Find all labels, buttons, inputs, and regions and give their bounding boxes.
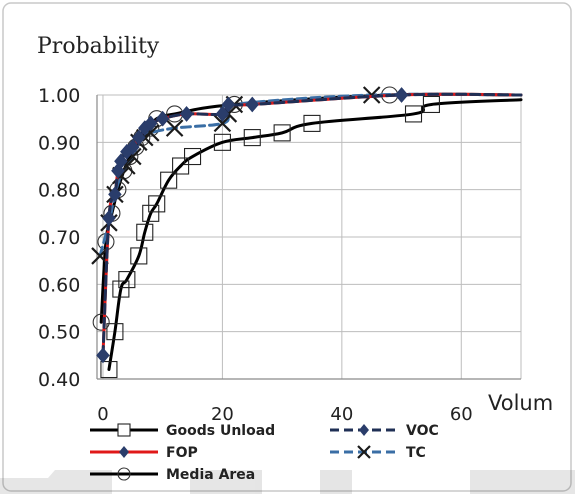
watermark-strip	[0, 470, 575, 494]
point-goods-unload	[172, 157, 190, 175]
point-goods-unload	[100, 360, 118, 379]
legend-item-fop: FOP	[90, 445, 198, 461]
y-tick-label: 0.80	[38, 180, 80, 202]
point-goods-unload	[130, 247, 148, 265]
y-tick-label: 0.70	[38, 227, 80, 249]
point-voc	[245, 96, 259, 113]
x-tick-label: 0	[97, 404, 108, 425]
point-voc	[102, 210, 116, 226]
chart-series	[91, 86, 523, 379]
point-goods-unload	[106, 323, 124, 341]
chart-title: Probability	[37, 34, 160, 59]
legend-item-voc: VOC	[330, 423, 439, 439]
point-goods-unload	[136, 223, 154, 241]
point-goods-unload	[160, 171, 178, 189]
legend-marker-voc	[359, 424, 369, 436]
point-goods-unload	[422, 95, 440, 114]
chart-legend: Goods Unload VOC FOP TC Media Area	[90, 423, 439, 483]
y-tick-label: 0.90	[38, 132, 80, 154]
legend-label-goods-unload: Goods Unload	[166, 423, 275, 439]
x-tick-label: 60	[450, 404, 473, 425]
point-goods-unload	[404, 105, 423, 123]
point-media-area	[92, 313, 110, 331]
legend-label-media-area: Media Area	[166, 467, 255, 483]
x-tick-labels: 0 20 40 60	[97, 404, 472, 425]
point-goods-unload	[118, 271, 136, 289]
series-line-goods-unload	[107, 98, 523, 372]
point-voc	[394, 87, 409, 103]
legend-marker-media-area	[117, 467, 131, 481]
series-voc	[96, 87, 523, 364]
point-goods-unload	[213, 133, 231, 151]
y-tick-label: 0.60	[38, 274, 80, 296]
x-tick-label: 40	[330, 404, 353, 425]
point-voc	[126, 139, 140, 155]
point-voc	[156, 110, 170, 127]
point-goods-unload	[142, 204, 160, 222]
point-voc	[132, 129, 146, 146]
legend-label-voc: VOC	[406, 423, 439, 439]
point-voc	[144, 115, 158, 132]
legend-label-fop: FOP	[166, 445, 198, 461]
legend-item-goods-unload: Goods Unload	[90, 423, 275, 439]
legend-marker-fop	[119, 446, 129, 458]
legend-marker-goods-unload	[117, 423, 131, 437]
series-goods-unload	[100, 95, 523, 379]
point-goods-unload	[112, 280, 130, 298]
point-voc	[114, 153, 128, 170]
legend-label-tc: TC	[406, 445, 426, 461]
legend-item-tc: TC	[330, 445, 426, 461]
point-voc	[108, 186, 122, 203]
x-axis-label: Volum	[488, 391, 553, 415]
x-tick-label: 20	[211, 404, 234, 425]
point-goods-unload	[273, 124, 291, 142]
point-voc	[96, 347, 110, 364]
point-voc	[221, 96, 236, 113]
y-tick-label: 1.00	[38, 85, 80, 107]
point-voc	[215, 106, 230, 122]
y-tick-labels: 0.40 0.50 0.60 0.70 0.80 0.90 1.00	[38, 85, 80, 391]
point-goods-unload	[303, 114, 321, 132]
point-goods-unload	[243, 129, 261, 147]
point-goods-unload	[148, 195, 166, 213]
chart-grid	[96, 94, 522, 380]
y-tick-label: 0.40	[38, 369, 80, 391]
legend-item-media-area: Media Area	[90, 467, 255, 483]
legend-marker-tc	[357, 445, 371, 459]
point-tc	[165, 119, 184, 137]
point-voc	[179, 106, 194, 122]
y-tick-label: 0.50	[38, 322, 80, 344]
point-tc	[213, 114, 232, 133]
point-goods-unload	[183, 147, 202, 166]
